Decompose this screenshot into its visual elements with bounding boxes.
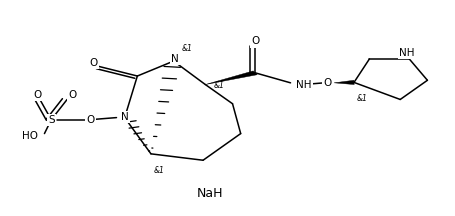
- Text: O: O: [251, 37, 259, 46]
- Text: &1: &1: [213, 81, 224, 90]
- Polygon shape: [334, 80, 354, 84]
- Text: NH: NH: [399, 48, 414, 57]
- Text: O: O: [89, 58, 97, 68]
- Text: S: S: [48, 115, 55, 125]
- Text: N: N: [121, 112, 128, 122]
- Text: NaH: NaH: [196, 187, 222, 200]
- Text: O: O: [323, 78, 331, 88]
- Text: O: O: [34, 90, 42, 100]
- Text: NH: NH: [295, 79, 311, 90]
- Polygon shape: [205, 71, 257, 84]
- Text: &1: &1: [355, 94, 366, 103]
- Text: N: N: [171, 54, 178, 64]
- Text: HO: HO: [21, 131, 38, 141]
- Text: O: O: [86, 115, 95, 125]
- Text: O: O: [68, 90, 76, 100]
- Text: &1: &1: [182, 44, 192, 53]
- Text: &1: &1: [153, 166, 164, 175]
